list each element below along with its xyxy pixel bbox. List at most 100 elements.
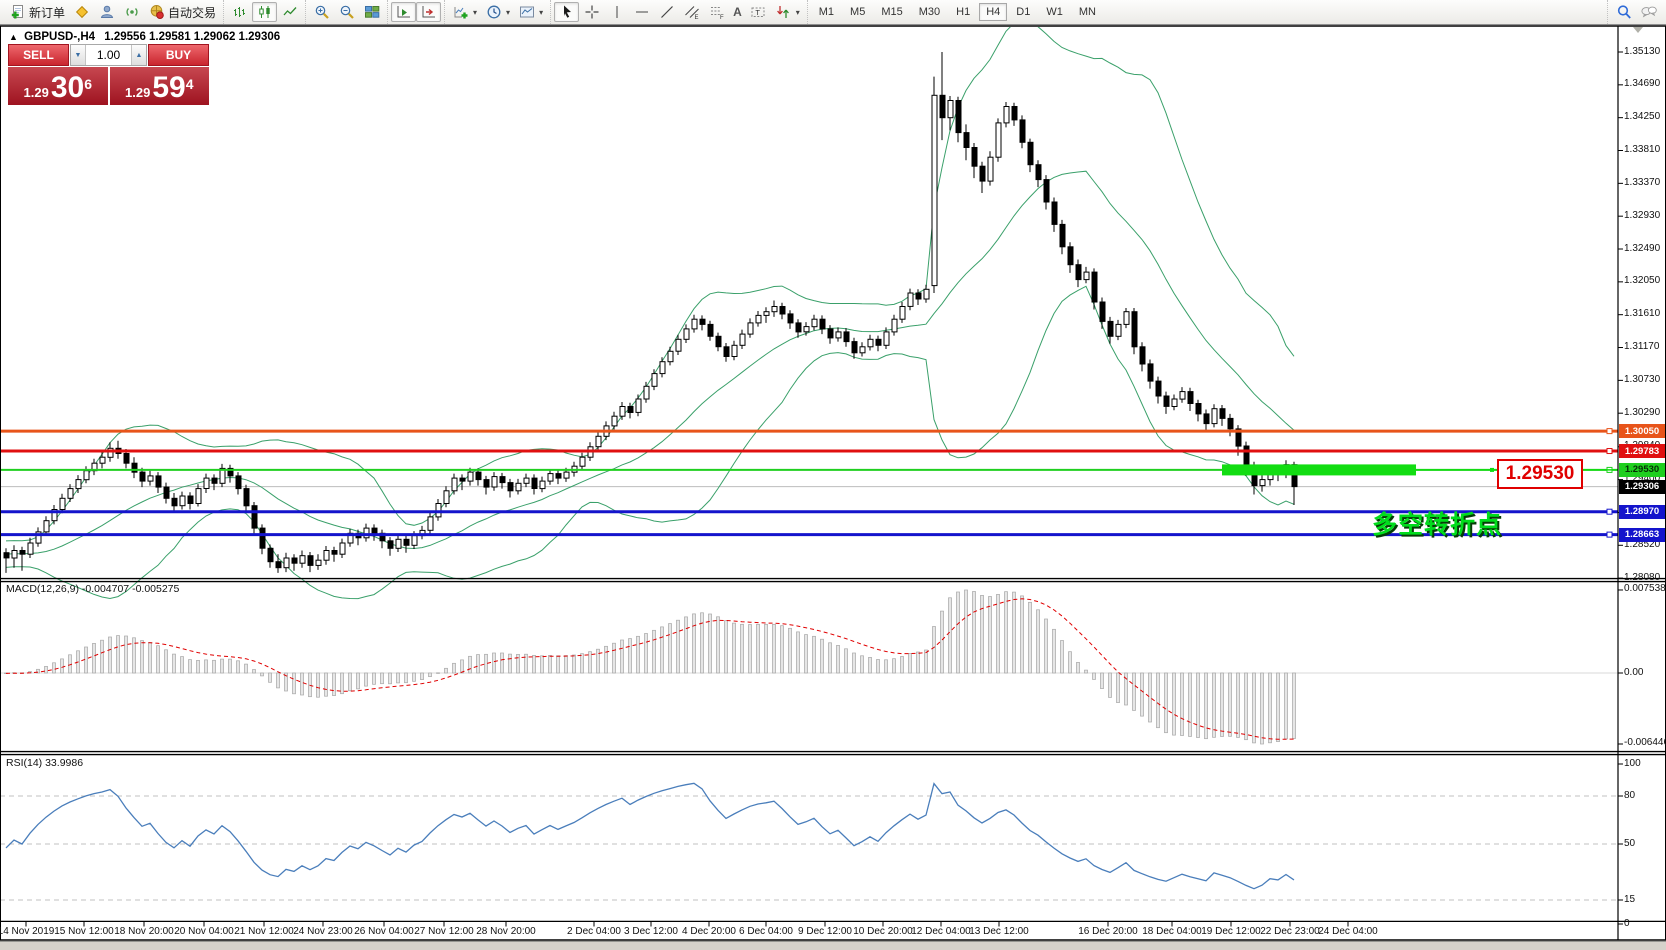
indicators-button[interactable]: ▾	[448, 2, 481, 22]
price-axis-tick: 1.33810	[1624, 144, 1661, 155]
community-chat-button[interactable]	[1636, 2, 1661, 22]
timeframe-m1[interactable]: M1	[812, 3, 841, 21]
cursor-button[interactable]	[554, 2, 580, 22]
price-annotation-box[interactable]: 1.29530	[1497, 459, 1583, 489]
frame-layer	[0, 25, 1666, 941]
channel-button[interactable]: E	[679, 2, 704, 22]
time-axis-label: 2 Dec 04:00	[567, 926, 621, 937]
zoom-out-button[interactable]	[334, 2, 359, 22]
toolbar-group-trade: 新订单 自动交易	[2, 0, 223, 24]
rsi-indicator-label: RSI(14) 33.9986	[6, 757, 84, 769]
line-chart-icon	[281, 4, 298, 20]
volume-input[interactable]	[86, 45, 131, 65]
price-axis-tick: 1.28080	[1624, 571, 1661, 583]
level-price-label: 1.28663	[1619, 527, 1665, 542]
volume-decrease-button[interactable]: ▼	[71, 45, 86, 65]
time-axis-label: 28 Nov 20:00	[476, 926, 536, 937]
sell-price-main: 30	[50, 70, 85, 104]
trendline-icon	[658, 4, 675, 20]
zoom-out-icon	[338, 4, 355, 20]
buy-button[interactable]: BUY	[148, 44, 209, 66]
market-watch-button[interactable]	[69, 2, 94, 22]
rsi-axis-tick: 100	[1624, 757, 1641, 769]
crosshair-button[interactable]	[579, 2, 604, 22]
zoom-in-button[interactable]	[309, 2, 334, 22]
time-axis-label: 19 Dec 12:00	[1201, 926, 1261, 937]
price-axis-tick: 1.28520	[1624, 538, 1661, 550]
templates-button[interactable]: ▾	[514, 2, 547, 22]
svg-text:T: T	[756, 8, 761, 17]
autotrade-button[interactable]: 自动交易	[144, 2, 220, 22]
profile-button[interactable]	[94, 2, 119, 22]
text-button[interactable]: A	[729, 2, 746, 22]
volume-increase-button[interactable]: ▲	[131, 45, 146, 65]
rsi-layer	[0, 782, 1618, 901]
search-button[interactable]	[1611, 2, 1636, 22]
template-icon	[518, 4, 535, 20]
timeframe-m5[interactable]: M5	[843, 3, 872, 21]
volume-stepper: ▼ ▲	[70, 44, 147, 66]
toolbar-group-scroll	[387, 0, 444, 24]
horizontal-line-button[interactable]	[629, 2, 654, 22]
autotrade-globe-icon	[148, 4, 165, 20]
chevron-down-icon: ▾	[539, 7, 544, 17]
periods-button[interactable]: ▾	[481, 2, 514, 22]
timeframe-w1[interactable]: W1	[1039, 3, 1070, 21]
crosshair-icon	[583, 4, 600, 20]
text-a-icon: A	[733, 5, 742, 19]
label-button[interactable]: T	[746, 2, 771, 22]
time-axis-label: 16 Dec 20:00	[1078, 926, 1138, 937]
note-annotation[interactable]: 多空转折点	[1372, 511, 1503, 539]
auto-scroll-icon	[395, 4, 412, 20]
chart-shift-button[interactable]	[416, 2, 442, 22]
timeframe-h4[interactable]: H4	[979, 3, 1008, 21]
add-indicator-icon	[452, 4, 469, 20]
time-axis-label: 26 Nov 04:00	[354, 926, 414, 937]
profile-icon	[98, 4, 115, 20]
buy-price-box[interactable]: 1.29 59 4	[109, 67, 209, 105]
toolbar-group-chart-type	[223, 0, 305, 24]
line-chart-button[interactable]	[277, 2, 302, 22]
chart-shift-marker-icon[interactable]	[1633, 27, 1643, 33]
timeframe-m30[interactable]: M30	[912, 3, 947, 21]
svg-text:F: F	[720, 15, 724, 20]
sell-button[interactable]: SELL	[8, 44, 69, 66]
timeframe-m15[interactable]: M15	[874, 3, 909, 21]
fibonacci-button[interactable]: F	[704, 2, 729, 22]
candlestick-chart-button[interactable]	[252, 2, 278, 22]
time-axis-label: 18 Dec 04:00	[1142, 926, 1202, 937]
toolbar-group-insert: ▾ ▾ ▾	[444, 0, 550, 24]
timeframe-h1[interactable]: H1	[949, 3, 977, 21]
trendline-button[interactable]	[654, 2, 679, 22]
bar-chart-button[interactable]	[227, 2, 252, 22]
tile-windows-button[interactable]	[359, 2, 384, 22]
price-axis-tick: 1.32930	[1624, 209, 1661, 221]
current-price-label: 1.29306	[1619, 479, 1665, 494]
signals-button[interactable]	[119, 2, 144, 22]
macd-axis-tick: -0.006446	[1624, 737, 1666, 749]
autotrade-label: 自动交易	[168, 5, 217, 20]
arrows-button[interactable]: ▾	[771, 2, 804, 22]
vertical-line-button[interactable]	[604, 2, 629, 22]
timeframe-toolbar: M1 M5 M15 M30 H1 H4 D1 W1 MN	[806, 0, 1107, 24]
toolbar: 新订单 自动交易 ▾ ▾ ▾ E F A T ▾	[0, 0, 1666, 25]
zoom-in-icon	[313, 4, 330, 20]
sell-price-box[interactable]: 1.29 30 6	[8, 67, 108, 105]
clock-icon	[485, 4, 502, 20]
chart-shift-icon	[420, 4, 437, 20]
timeframe-d1[interactable]: D1	[1009, 3, 1037, 21]
timeframe-mn[interactable]: MN	[1072, 3, 1103, 21]
time-axis-label: 15 Nov 12:00	[54, 926, 114, 937]
macd-indicator-label: MACD(12,26,9) -0.004707 -0.005275	[6, 583, 180, 595]
price-axis-tick: 1.32050	[1624, 275, 1661, 287]
time-axis-label: 24 Dec 04:00	[1318, 926, 1378, 937]
rsi-axis-tick: 0	[1624, 917, 1630, 929]
arrows-icon	[775, 4, 792, 20]
price-axis-tick: 1.34250	[1624, 111, 1661, 123]
new-order-button[interactable]: 新订单	[5, 2, 69, 22]
chart-title-ohlc: 1.29556 1.29581 1.29062 1.29306	[104, 31, 281, 43]
auto-scroll-button[interactable]	[391, 2, 417, 22]
search-icon	[1615, 4, 1632, 20]
macd-axis-tick: 0.00	[1624, 666, 1644, 678]
